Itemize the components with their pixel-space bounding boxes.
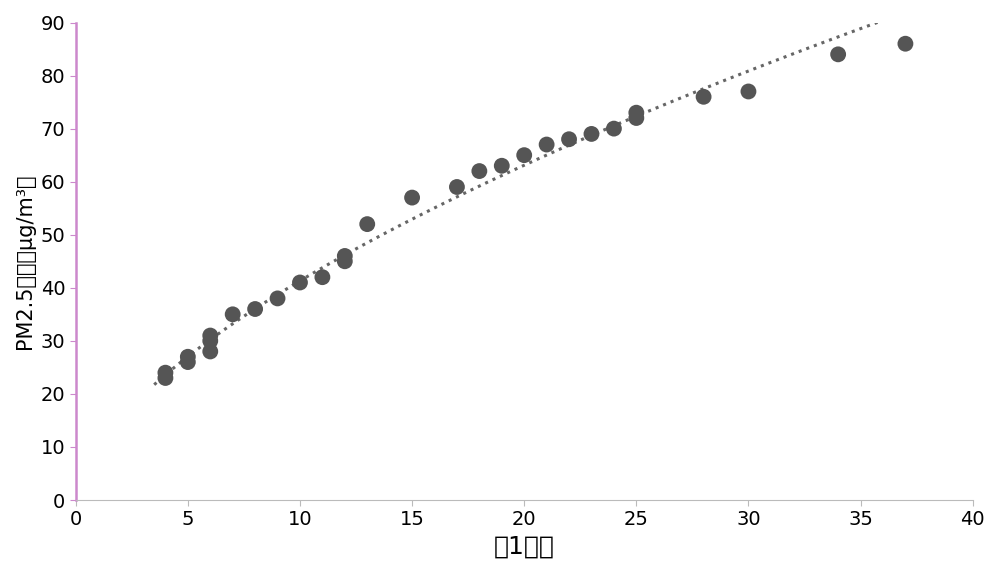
Point bbox=[696, 92, 712, 102]
Point bbox=[606, 124, 622, 133]
Point bbox=[157, 374, 173, 383]
Point bbox=[270, 294, 286, 303]
Point bbox=[449, 183, 465, 192]
Point bbox=[740, 87, 756, 96]
Point bbox=[359, 219, 375, 228]
Point bbox=[247, 304, 263, 313]
Point bbox=[539, 140, 555, 149]
Point bbox=[180, 358, 196, 367]
Point bbox=[202, 331, 218, 340]
Point bbox=[292, 278, 308, 287]
Point bbox=[202, 336, 218, 346]
Point bbox=[157, 368, 173, 377]
Point bbox=[830, 50, 846, 59]
Point bbox=[628, 108, 644, 117]
Point bbox=[337, 257, 353, 266]
Point bbox=[583, 129, 599, 138]
Point bbox=[897, 39, 913, 48]
Point bbox=[202, 347, 218, 356]
Point bbox=[225, 310, 241, 319]
Point bbox=[628, 114, 644, 123]
Point bbox=[561, 135, 577, 144]
Point bbox=[180, 352, 196, 362]
Y-axis label: PM2.5浓度（μg/m³）: PM2.5浓度（μg/m³） bbox=[15, 173, 35, 349]
Point bbox=[494, 161, 510, 170]
X-axis label: 頶1粒数: 頶1粒数 bbox=[494, 535, 555, 559]
Point bbox=[314, 273, 330, 282]
Point bbox=[337, 251, 353, 261]
Point bbox=[404, 193, 420, 202]
Point bbox=[471, 166, 487, 176]
Point bbox=[516, 150, 532, 160]
